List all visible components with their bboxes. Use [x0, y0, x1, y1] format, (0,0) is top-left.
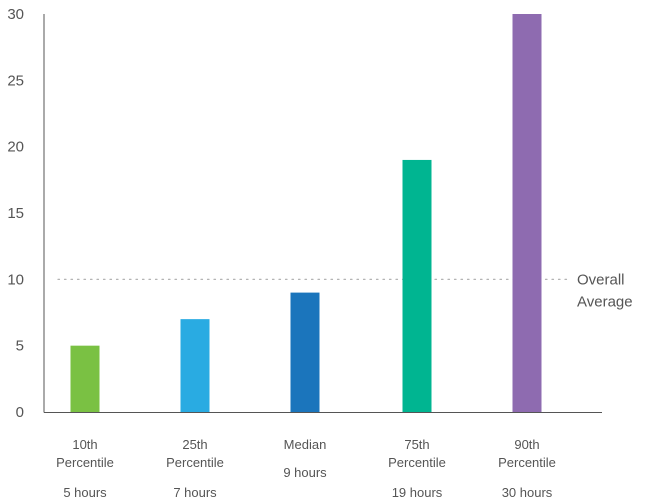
- y-tick-label: 25: [7, 72, 24, 89]
- category-value-label: 5 hours: [63, 485, 107, 500]
- category-label-top: 75th: [404, 437, 429, 452]
- bar: [512, 14, 542, 412]
- y-tick-label: 0: [16, 404, 24, 421]
- y-tick-label: 20: [7, 139, 24, 156]
- category-label-top: 90th: [514, 437, 539, 452]
- y-tick-label: 15: [7, 205, 24, 222]
- category-label-top: 25th: [182, 437, 207, 452]
- y-axis-ticks: 0 5 10 15 20 25 30: [7, 6, 24, 421]
- bar: [290, 292, 320, 412]
- axes: [43, 14, 602, 413]
- category-label-mid: Percentile: [498, 455, 556, 470]
- y-tick-label: 30: [7, 6, 24, 23]
- category-label-mid: Percentile: [166, 455, 224, 470]
- average-label-line2: Average: [577, 293, 633, 310]
- category-value-label: 30 hours: [502, 485, 553, 500]
- category-label-mid: Percentile: [56, 455, 114, 470]
- bar: [180, 319, 210, 412]
- x-axis-labels: 10th Percentile 5 hours 25th Percentile 7 hou…: [56, 437, 556, 500]
- category-label-mid: Percentile: [388, 455, 446, 470]
- category-value-label: 9 hours: [283, 465, 327, 480]
- category-label-top: Median: [284, 437, 327, 452]
- category-value-label: 19 hours: [392, 485, 443, 500]
- bar: [70, 345, 100, 412]
- category-value-label: 7 hours: [173, 485, 217, 500]
- average-label-line1: Overall: [577, 271, 625, 288]
- bar: [402, 159, 432, 412]
- category-label-top: 10th: [72, 437, 97, 452]
- y-tick-label: 10: [7, 271, 24, 288]
- overall-average-line: Overall Average: [57, 271, 633, 310]
- y-tick-label: 5: [16, 338, 24, 355]
- bars: [70, 14, 542, 412]
